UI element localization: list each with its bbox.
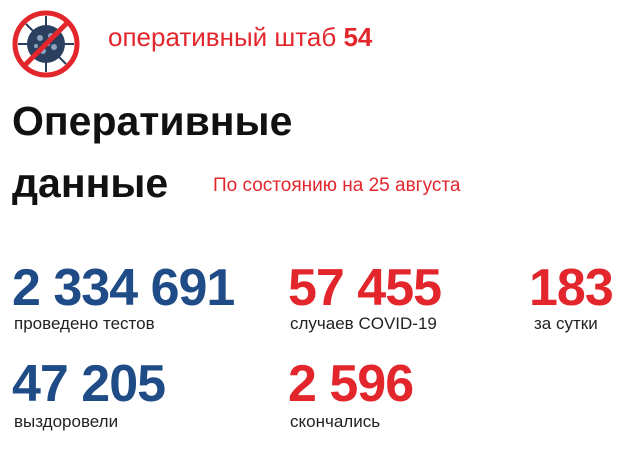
deaths-label: скончались <box>290 412 381 431</box>
brand-title: оперативный штаб 54 <box>108 22 372 53</box>
deaths-value: 2 596 <box>288 355 414 413</box>
brand-text: оперативный штаб <box>108 22 337 52</box>
cases-label: случаев COVID-19 <box>290 314 437 333</box>
daily-value: 183 <box>529 259 614 317</box>
no-virus-icon <box>12 10 80 78</box>
brand-number: 54 <box>343 22 373 52</box>
cases-value: 57 455 <box>288 259 442 317</box>
tests-label: проведено тестов <box>14 314 155 333</box>
date-subtitle: По состоянию на 25 августа <box>213 175 461 196</box>
daily-label: за сутки <box>534 314 598 333</box>
recovered-value: 47 205 <box>12 355 166 413</box>
page-title-line2: данные <box>12 160 169 206</box>
page-title-line1: Оперативные <box>12 98 293 144</box>
recovered-label: выздоровели <box>14 412 119 431</box>
tests-value: 2 334 691 <box>12 259 235 317</box>
